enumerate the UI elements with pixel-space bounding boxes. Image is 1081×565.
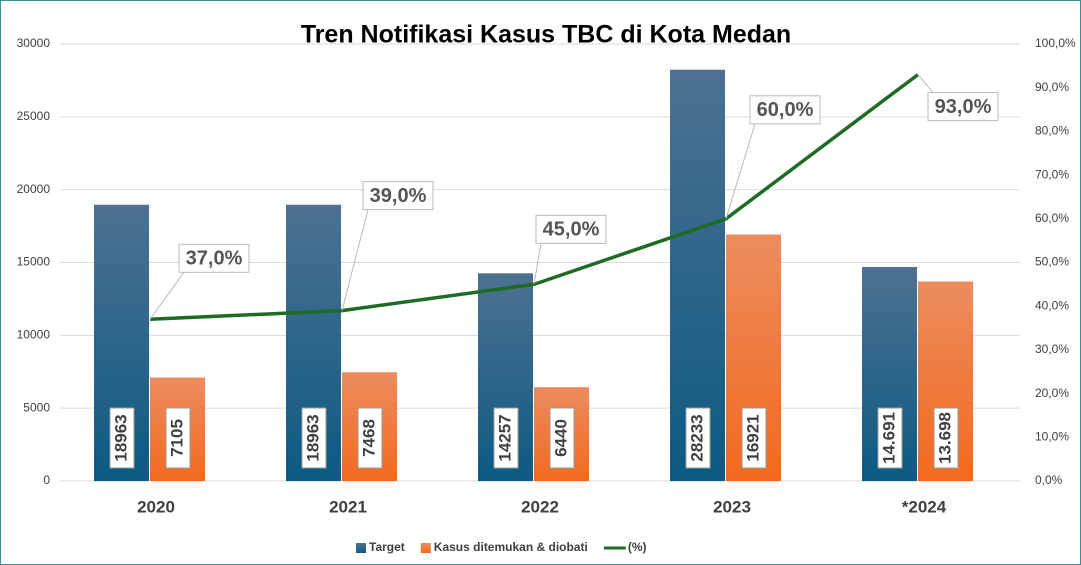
x-tick-label: 2022 xyxy=(521,497,559,516)
legend-swatch xyxy=(356,543,366,553)
value-label-box xyxy=(362,181,434,211)
value-label: 37,0% xyxy=(186,248,243,270)
y-tick-label: 15000 xyxy=(17,255,51,269)
value-label: 14.691 xyxy=(879,412,898,464)
y2-tick-label: 100,0% xyxy=(1035,36,1076,50)
value-label-box xyxy=(178,243,250,273)
value-label: 18963 xyxy=(111,414,130,461)
value-label-box xyxy=(165,407,191,469)
value-label-box xyxy=(109,407,135,469)
value-label-box xyxy=(927,92,999,122)
value-label: 7105 xyxy=(167,419,186,457)
value-label-box xyxy=(357,407,383,469)
value-label-box xyxy=(741,407,767,469)
y2-tick-label: 0,0% xyxy=(1035,473,1063,487)
legend-swatch xyxy=(420,543,431,553)
y2-tick-label: 90,0% xyxy=(1035,80,1069,94)
value-label: 60,0% xyxy=(757,99,814,121)
x-tick-label: 2023 xyxy=(713,497,751,516)
value-label: 18963 xyxy=(303,414,322,461)
y-tick-label: 5000 xyxy=(23,400,50,414)
value-label: 7468 xyxy=(359,419,378,457)
callout-line xyxy=(341,209,369,311)
x-tick-label: 2020 xyxy=(137,497,175,516)
y2-tick-label: 20,0% xyxy=(1035,386,1069,400)
value-label-box xyxy=(301,407,327,469)
y2-tick-label: 30,0% xyxy=(1035,342,1069,356)
value-label: 45,0% xyxy=(543,219,600,241)
value-label: 6440 xyxy=(551,419,570,457)
y-tick-label: 20000 xyxy=(17,182,51,196)
y2-tick-label: 60,0% xyxy=(1035,211,1069,225)
y-tick-label: 30000 xyxy=(17,36,51,50)
value-label-box xyxy=(549,407,575,469)
y2-tick-label: 50,0% xyxy=(1035,255,1069,269)
value-label-box xyxy=(685,407,711,469)
y-tick-label: 0 xyxy=(43,473,50,487)
legend-label: Target xyxy=(369,540,405,554)
y2-tick-label: 10,0% xyxy=(1035,429,1069,443)
y2-tick-label: 40,0% xyxy=(1035,298,1069,312)
y2-tick-label: 80,0% xyxy=(1035,124,1069,138)
value-label: 13.698 xyxy=(935,412,954,464)
legend-label: (%) xyxy=(628,540,647,554)
y-tick-label: 25000 xyxy=(17,109,51,123)
x-tick-label: *2024 xyxy=(902,497,947,516)
value-label-box xyxy=(493,407,519,469)
value-label-box xyxy=(933,407,959,469)
callout-line xyxy=(725,123,756,219)
value-label: 39,0% xyxy=(370,185,427,207)
callout-line xyxy=(917,74,934,93)
value-label: 14257 xyxy=(495,414,514,461)
legend-label: Kasus ditemukan & diobati xyxy=(434,540,588,554)
y-tick-label: 10000 xyxy=(17,328,51,342)
x-tick-label: 2021 xyxy=(329,497,367,516)
value-label-box xyxy=(535,214,607,244)
callout-line xyxy=(149,272,185,320)
value-label-box xyxy=(877,407,903,469)
value-label: 28233 xyxy=(687,414,706,461)
value-label-box xyxy=(749,95,821,125)
value-label: 16921 xyxy=(743,414,762,461)
value-label: 93,0% xyxy=(935,96,992,118)
y2-tick-label: 70,0% xyxy=(1035,167,1069,181)
callout-line xyxy=(533,243,542,285)
